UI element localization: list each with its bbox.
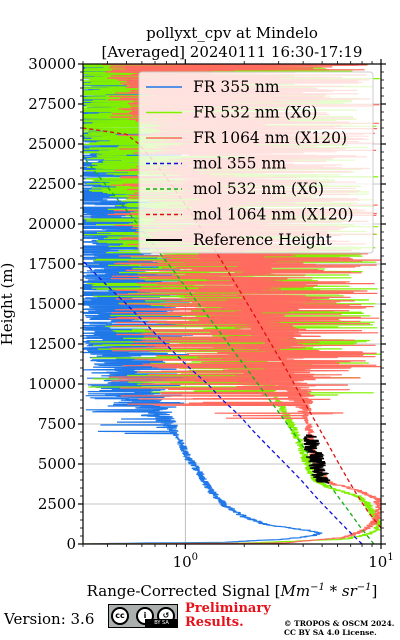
y-tick-label: 27500	[28, 95, 76, 113]
license-badge-label: BY SA	[145, 619, 178, 627]
cc-license-badge[interactable]: cc i ↺ BY SA	[108, 604, 178, 628]
copyright-line-1: © TROPOS & OSCM 2024.	[284, 619, 395, 628]
legend-entry: mol 355 nm	[193, 155, 286, 173]
preliminary-line-2: Results.	[185, 615, 244, 630]
x-tick-label: 100	[173, 552, 198, 571]
copyright-line-2: CC BY SA 4.0 License.	[284, 628, 377, 637]
copyright-notice: © TROPOS & OSCM 2024. CC BY SA 4.0 Licen…	[284, 619, 394, 637]
legend-box	[138, 71, 374, 254]
legend-entry: Reference Height	[193, 231, 333, 249]
y-tick-label: 22500	[28, 175, 76, 193]
y-tick-label: 7500	[38, 415, 76, 433]
y-tick-label: 10000	[28, 375, 76, 393]
y-tick-label: 2500	[38, 495, 76, 513]
x-axis-label: Range-Corrected Signal [Mm−1 * sr−1]	[87, 582, 378, 600]
x-tick-label: 101	[368, 552, 393, 571]
y-tick-label: 15000	[28, 295, 76, 313]
preliminary-notice: Preliminary Results.	[185, 602, 271, 630]
series-line-4	[83, 154, 375, 544]
legend-entry: mol 532 nm (X6)	[193, 180, 324, 198]
y-axis-label: Height (m)	[0, 263, 16, 346]
legend: FR 355 nm FR 532 nm (X6) FR 1064 nm (X120)…	[138, 71, 374, 254]
legend-entry: FR 355 nm	[193, 78, 280, 96]
legend-entry: FR 532 nm (X6)	[193, 104, 317, 122]
y-tick-label: 12500	[28, 335, 76, 353]
y-tick-label: 20000	[28, 215, 76, 233]
lidar-profile-chart: pollyxt_cpv at Mindelo [Averaged] 202401…	[0, 24, 394, 600]
preliminary-line-1: Preliminary	[185, 601, 271, 616]
version-label: Version: 3.6	[4, 610, 95, 628]
legend-entry: FR 1064 nm (X120)	[193, 129, 347, 147]
y-tick-label: 17500	[28, 255, 76, 273]
chart-subtitle: [Averaged] 20240111 16:30-17:19	[102, 43, 363, 61]
y-tick-label: 30000	[28, 55, 76, 73]
chart-title: pollyxt_cpv at Mindelo	[146, 24, 318, 42]
axis-ticks: 0 2500 5000 7500 10000 12500 15000 17500 20000 22…	[28, 55, 393, 571]
series-line-6	[303, 434, 331, 484]
series-line-3	[83, 260, 363, 544]
y-tick-label: 0	[66, 535, 76, 553]
y-tick-label: 25000	[28, 135, 76, 153]
cc-icon: cc	[111, 607, 129, 625]
legend-entry: mol 1064 nm (X120)	[193, 206, 354, 224]
y-tick-label: 5000	[38, 455, 76, 473]
